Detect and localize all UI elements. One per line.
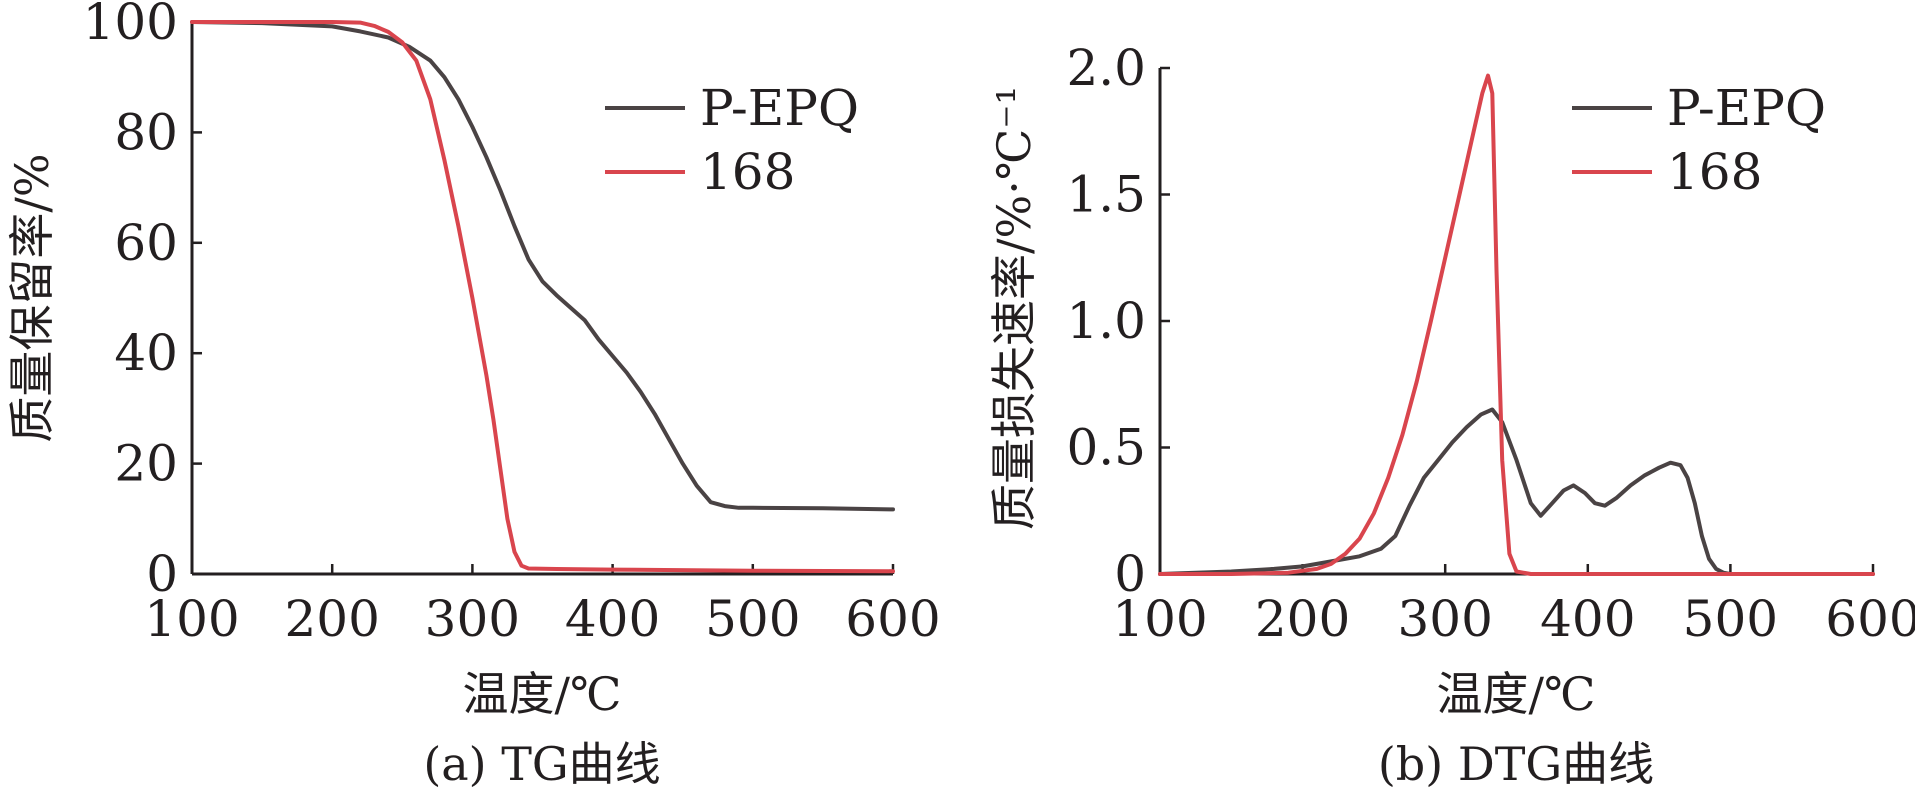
tg-caption: (a) TG曲线 (423, 737, 660, 791)
tg-series-line-168 (190, 20, 895, 574)
dtg-legend-label-p-epq: P-EPQ (1667, 79, 1826, 137)
tg-x-axis-label: 温度/℃ (463, 667, 622, 721)
tg-legend-label-p-epq: P-EPQ (700, 79, 859, 137)
dtg-x-tick-label-4: 500 (1683, 590, 1778, 648)
dtg-x-tick-label-5: 600 (1825, 590, 1915, 648)
dtg-x-axis-label: 温度/℃ (1437, 667, 1596, 721)
tg-y-tick-label-0: 0 (146, 545, 178, 603)
tg-y-tick-label-1: 20 (114, 435, 178, 493)
dtg-series-line-168 (1158, 73, 1875, 576)
tg-x-tick-label-1: 200 (284, 590, 379, 648)
dtg-tick-marks (1158, 66, 1875, 576)
tg-x-tick-label-0: 100 (144, 590, 239, 648)
dtg-x-tick-label-2: 300 (1397, 590, 1492, 648)
dtg-series-line-p-epq (1158, 407, 1875, 576)
tg-x-tick-label-5: 600 (845, 590, 940, 648)
dtg-y-tick-labels: 0 0.5 1.0 1.5 2.0 (1066, 39, 1146, 603)
dtg-legend-label-168: 168 (1667, 143, 1762, 201)
tg-x-tick-label-2: 300 (425, 590, 520, 648)
dtg-x-tick-label-0: 100 (1112, 590, 1207, 648)
dtg-legend: P-EPQ 168 (1572, 79, 1826, 201)
tg-y-axis-label: 质量保留率/% (5, 153, 59, 442)
dtg-y-tick-label-1: 0.5 (1066, 419, 1146, 477)
tg-series-group (190, 20, 895, 574)
tg-x-tick-label-4: 500 (705, 590, 800, 648)
tg-x-tick-labels: 100 200 300 400 500 600 (144, 590, 940, 648)
dtg-chart-panel: 100 200 300 400 500 600 0 0.5 1.0 1.5 2.0 P-EPQ 16… (987, 39, 1915, 791)
dtg-y-tick-label-4: 2.0 (1066, 39, 1146, 97)
tg-y-tick-label-2: 40 (114, 324, 178, 382)
tg-y-tick-label-3: 60 (114, 214, 178, 272)
tg-y-tick-label-4: 80 (114, 103, 178, 161)
dtg-x-tick-label-1: 200 (1255, 590, 1350, 648)
tg-chart-panel: 100 200 300 400 500 600 0 20 40 60 80 100 P-EPQ 168… (5, 0, 941, 791)
tg-y-tick-label-5: 100 (83, 0, 178, 51)
tg-series-line-p-epq (190, 20, 895, 512)
dtg-x-tick-label-3: 400 (1540, 590, 1635, 648)
tg-legend-label-168: 168 (700, 143, 795, 201)
dtg-y-axis-label: 质量损失速率/%·℃⁻¹ (987, 86, 1041, 530)
tg-y-tick-labels: 0 20 40 60 80 100 (83, 0, 178, 603)
tg-legend: P-EPQ 168 (605, 79, 859, 201)
dtg-y-tick-label-0: 0 (1114, 545, 1146, 603)
dtg-caption: (b) DTG曲线 (1378, 737, 1654, 791)
dtg-x-tick-labels: 100 200 300 400 500 600 (1112, 590, 1915, 648)
dtg-y-tick-label-3: 1.5 (1066, 166, 1146, 224)
tg-x-tick-label-3: 400 (565, 590, 660, 648)
dtg-series-group (1158, 73, 1875, 576)
dtg-y-tick-label-2: 1.0 (1066, 292, 1146, 350)
